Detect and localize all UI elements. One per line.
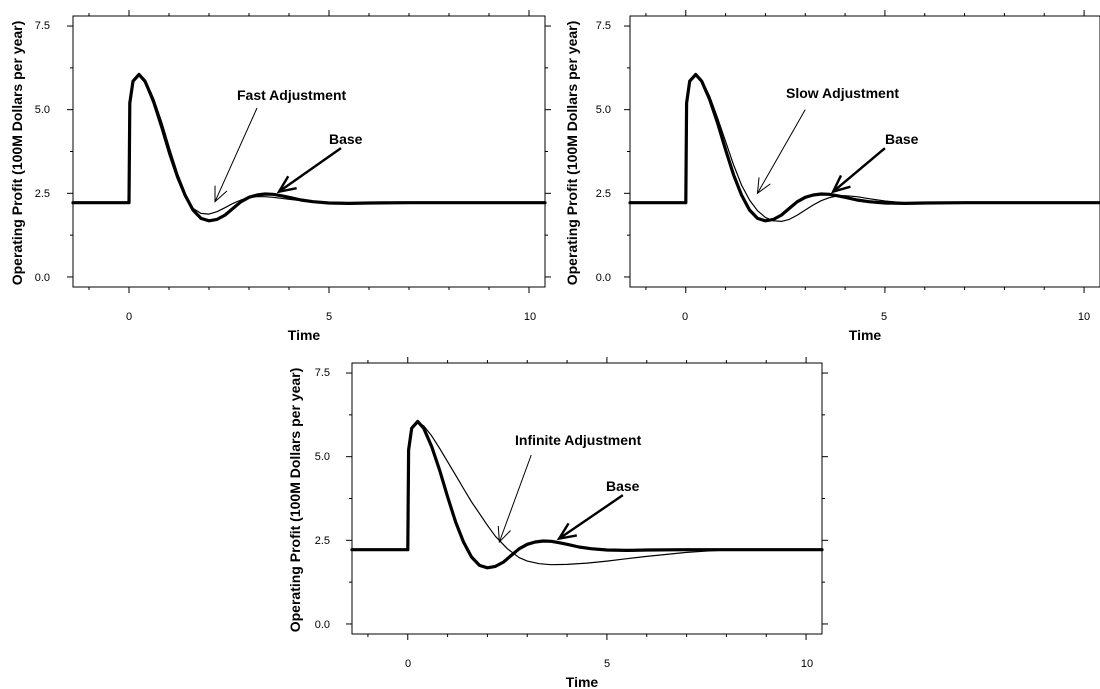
ylabel: Operating Profit (100M Dollars per year) — [9, 21, 25, 286]
xtick-label: 5 — [881, 311, 887, 323]
annotation-label: Base — [606, 478, 640, 494]
xtick-labels: 0 5 10 — [682, 311, 1090, 323]
annotation-label: Base — [885, 131, 919, 147]
ytick-label: 0.0 — [596, 272, 611, 284]
ytick-label: 2.5 — [315, 535, 330, 547]
ytick-label: 7.5 — [35, 20, 50, 32]
series-line-base — [71, 72, 547, 223]
ytick-label: 2.5 — [35, 188, 50, 200]
xtick-label: 10 — [524, 311, 536, 323]
annotation-arrow — [278, 147, 342, 193]
xtick-label: 5 — [604, 658, 610, 670]
series-line-base — [350, 419, 824, 570]
plot-area — [346, 357, 828, 640]
ytick-labels: 0.0 2.5 5.0 7.5 — [596, 20, 611, 284]
arrowhead — [756, 177, 771, 195]
xtick-labels: 0 5 10 — [126, 311, 536, 323]
arrowhead — [497, 525, 511, 544]
plot-area — [67, 10, 551, 293]
ytick-label: 7.5 — [315, 367, 330, 379]
xlabel: Time — [288, 327, 321, 343]
xtick-label: 0 — [682, 311, 688, 323]
ylabel: Operating Profit (100M Dollars per year) — [564, 21, 580, 286]
xlabel: Time — [849, 327, 882, 343]
chart-top-right: Operating Profit (100M Dollars per year)… — [564, 20, 1090, 343]
plot-area — [624, 10, 1100, 293]
xtick-label: 0 — [126, 311, 132, 323]
xtick-label: 5 — [326, 311, 332, 323]
annotation-arrow — [214, 107, 258, 202]
annotation-arrow — [832, 147, 886, 193]
annotation-label: Fast Adjustment — [237, 87, 346, 103]
annotation-label: Base — [329, 131, 363, 147]
annotation-arrow — [558, 494, 624, 540]
xtick-label: 0 — [405, 658, 411, 670]
ytick-label: 5.0 — [315, 451, 330, 463]
xtick-label: 10 — [801, 658, 813, 670]
arrowhead — [276, 175, 297, 194]
arrowhead — [556, 522, 578, 541]
ytick-label: 5.0 — [35, 104, 50, 116]
ytick-label: 0.0 — [315, 619, 330, 631]
annotation-label: Infinite Adjustment — [515, 432, 642, 448]
xlabel: Time — [566, 674, 599, 689]
ytick-label: 2.5 — [596, 188, 611, 200]
ylabel: Operating Profit (100M Dollars per year) — [287, 368, 303, 633]
arrowhead — [830, 174, 851, 194]
xtick-label: 10 — [1078, 311, 1090, 323]
ytick-label: 5.0 — [596, 104, 611, 116]
chart-top-left: Operating Profit (100M Dollars per year)… — [9, 20, 536, 343]
annotation-label: Slow Adjustment — [786, 85, 899, 101]
annotation-arrow — [498, 454, 532, 543]
series-line-base — [628, 72, 1100, 223]
annotation-arrow — [757, 109, 806, 194]
xtick-labels: 0 5 10 — [405, 658, 813, 670]
ytick-labels: 0.0 2.5 5.0 7.5 — [35, 20, 50, 284]
ytick-label: 7.5 — [596, 20, 611, 32]
chart-bottom: Operating Profit (100M Dollars per year)… — [287, 367, 813, 689]
ytick-labels: 0.0 2.5 5.0 7.5 — [315, 367, 330, 631]
arrowhead — [214, 185, 228, 203]
ytick-label: 0.0 — [35, 272, 50, 284]
